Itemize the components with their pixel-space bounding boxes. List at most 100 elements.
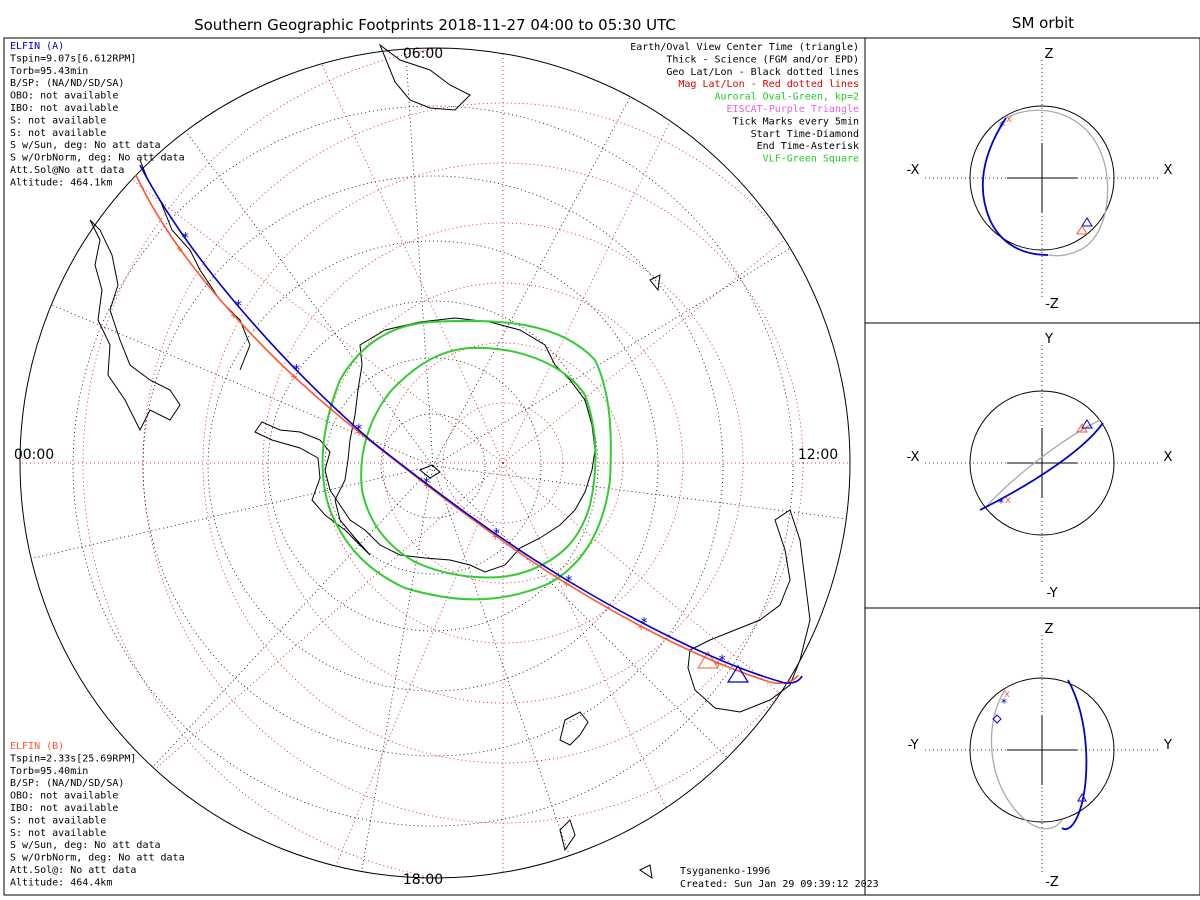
- elfin-b-tick: +: [715, 657, 722, 670]
- elfin-a-info-line: B/SP: (NA/ND/SD/SA): [10, 78, 124, 89]
- elfin-b-info-line: B/SP: (NA/ND/SD/SA): [10, 778, 124, 789]
- south-america-coast: [139, 159, 251, 371]
- elfin-a-tick: *: [492, 526, 500, 542]
- elfin-a-info-line: S w/OrbNorm, deg: No att data: [10, 153, 185, 164]
- page-title: Southern Geographic Footprints 2018-11-2…: [194, 16, 676, 34]
- elfin-a-info-line: S: not available: [10, 115, 106, 126]
- legend-entry: End Time-Asterisk: [757, 141, 859, 152]
- sm-label-top: Z: [1045, 622, 1054, 637]
- elfin-b-position-marker: x: [1004, 689, 1010, 700]
- elfin-a-info-line: Tspin=9.07s[6.612RPM]: [10, 53, 136, 64]
- elfin-b-info-line: OBO: not available: [10, 791, 118, 802]
- legend-entry: Geo Lat/Lon - Black dotted lines: [666, 67, 859, 78]
- elfin-a-triangle: [1081, 217, 1093, 227]
- elfin-b-info-line: Tspin=2.33s[25.69RPM]: [10, 753, 136, 764]
- elfin-b-tick: +: [423, 479, 430, 492]
- elfin-a-footprint: * * * * * * * * *: [139, 164, 803, 684]
- sm-orbit-panels: * x Z -Z -X X * x Y -Y -X X: [907, 47, 1173, 890]
- geo-meridian: [359, 465, 434, 878]
- south-america-coast: [89, 219, 181, 432]
- elfin-a-position-marker: *: [998, 119, 1005, 133]
- auroral-oval: [321, 319, 612, 601]
- elfin-b-info-line: IBO: not available: [10, 803, 118, 814]
- elfin-b-tick: +: [492, 530, 499, 543]
- mag-meridian: [329, 462, 504, 878]
- sm-label-bottom: -Z: [1045, 297, 1059, 312]
- elfin-b-orbit-path: [990, 689, 1063, 830]
- antarctica-coast: [254, 317, 596, 573]
- sm-orbit-title: SM orbit: [1012, 14, 1074, 32]
- mlt-label-top: 06:00: [403, 46, 443, 62]
- elfin-a-tick: *: [234, 298, 242, 314]
- legend-entry: Mag Lat/Lon - Red dotted lines: [678, 79, 859, 90]
- legend-entry: VLF-Green Square: [763, 154, 859, 165]
- sm-orbit-frame: [864, 37, 1200, 896]
- geo-meridian: [149, 465, 434, 771]
- elfin-a-orbit-path: [1061, 679, 1088, 830]
- elfin-a-info-line: S w/Sun, deg: No att data: [10, 140, 161, 151]
- geo-meridian: [39, 299, 434, 467]
- geo-lat-circle: [72, 105, 794, 827]
- island-coast: [419, 464, 441, 479]
- elfin-a-track: [139, 164, 803, 684]
- geo-meridian: [169, 109, 434, 467]
- elfin-a-info-line: S: not available: [10, 128, 106, 139]
- elfin-b-position-marker: x: [1005, 495, 1011, 506]
- elfin-b-info-line: S w/Sun, deg: No att data: [10, 840, 161, 851]
- legend-entry: Auroral Oval-Green, kp=2: [715, 92, 860, 103]
- elfin-b-tick-marks: + + + + + + + + +: [176, 243, 722, 670]
- elfin-b-tick: +: [176, 243, 183, 256]
- elfin-a-tick: *: [565, 573, 573, 589]
- elfin-a-info: ELFIN (A)Tspin=9.07s[6.612RPM] Torb=95.43…: [10, 41, 185, 188]
- mag-meridian: [79, 139, 504, 464]
- elfin-b-position-marker: x: [1006, 114, 1012, 125]
- created-timestamp: Created: Sun Jan 29 09:39:12 2023: [680, 879, 879, 890]
- elfin-a-triangle: [1081, 419, 1093, 429]
- island-coast: [639, 864, 653, 880]
- elfin-a-info-line: Att.Sol@No att data: [10, 165, 124, 176]
- elfin-b-info-line: Att.Sol@: No att data: [10, 865, 136, 876]
- elfin-a-view-center-triangle: [726, 664, 750, 683]
- mag-meridian: [502, 59, 701, 464]
- elfin-a-tick: *: [640, 616, 648, 632]
- earth-limb: [19, 47, 851, 879]
- elfin-b-info: ELFIN (B)Tspin=2.33s[25.69RPM] Torb=95.40…: [10, 741, 185, 888]
- sm-label-top: Z: [1045, 47, 1054, 62]
- sm-label-left: -X: [907, 163, 920, 178]
- elfin-b-info-line: ELFIN (B): [10, 741, 64, 752]
- mag-meridian: [502, 462, 701, 878]
- sm-label-top: Y: [1044, 332, 1053, 347]
- elfin-b-triangle: [1076, 225, 1088, 235]
- geo-lat-circle: [142, 175, 724, 757]
- elfin-a-orbit-path: [981, 117, 1049, 256]
- geo-lat-circle: [380, 413, 486, 519]
- elfin-a-info-line: ELFIN (A): [10, 41, 64, 52]
- legend-entry: Tick Marks every 5min: [733, 116, 859, 127]
- polar-map: + + + + + + + + + * * * * * * * * * 06:00 00:00 12:00 18…: [14, 43, 851, 888]
- start-diamond: [992, 714, 1002, 724]
- geo-meridian: [432, 465, 579, 878]
- elfin-a-tick-marks: * * * * * * * * *: [181, 230, 726, 668]
- elfin-b-triangle: [1076, 423, 1088, 433]
- elfin-a-info-line: IBO: not available: [10, 103, 118, 114]
- earth-circle: [969, 390, 1115, 536]
- mlt-label-right: 12:00: [798, 447, 838, 463]
- elfin-a-tick: *: [422, 476, 430, 492]
- earth-circle: [969, 105, 1115, 251]
- elfin-b-tick: +: [291, 370, 298, 383]
- elfin-a-orbit-path: [979, 422, 1104, 511]
- island-coast: [649, 274, 661, 292]
- elfin-a-info-line: Torb=95.43min: [10, 66, 88, 77]
- sm-label-right: Y: [1163, 738, 1172, 753]
- auroral-oval-outer: [321, 319, 612, 601]
- sm-label-right: X: [1164, 450, 1173, 465]
- elfin-b-tick: +: [230, 309, 237, 322]
- coastlines: [89, 43, 811, 880]
- elfin-b-info-line: S: not available: [10, 815, 106, 826]
- mag-meridian: [119, 462, 504, 801]
- elfin-a-tick: *: [355, 422, 363, 438]
- africa-coast: [378, 43, 471, 111]
- elfin-a-position-marker: *: [997, 496, 1004, 510]
- elfin-b-info-line: S: not available: [10, 828, 106, 839]
- legend-entry: Earth/Oval View Center Time (triangle): [630, 42, 859, 53]
